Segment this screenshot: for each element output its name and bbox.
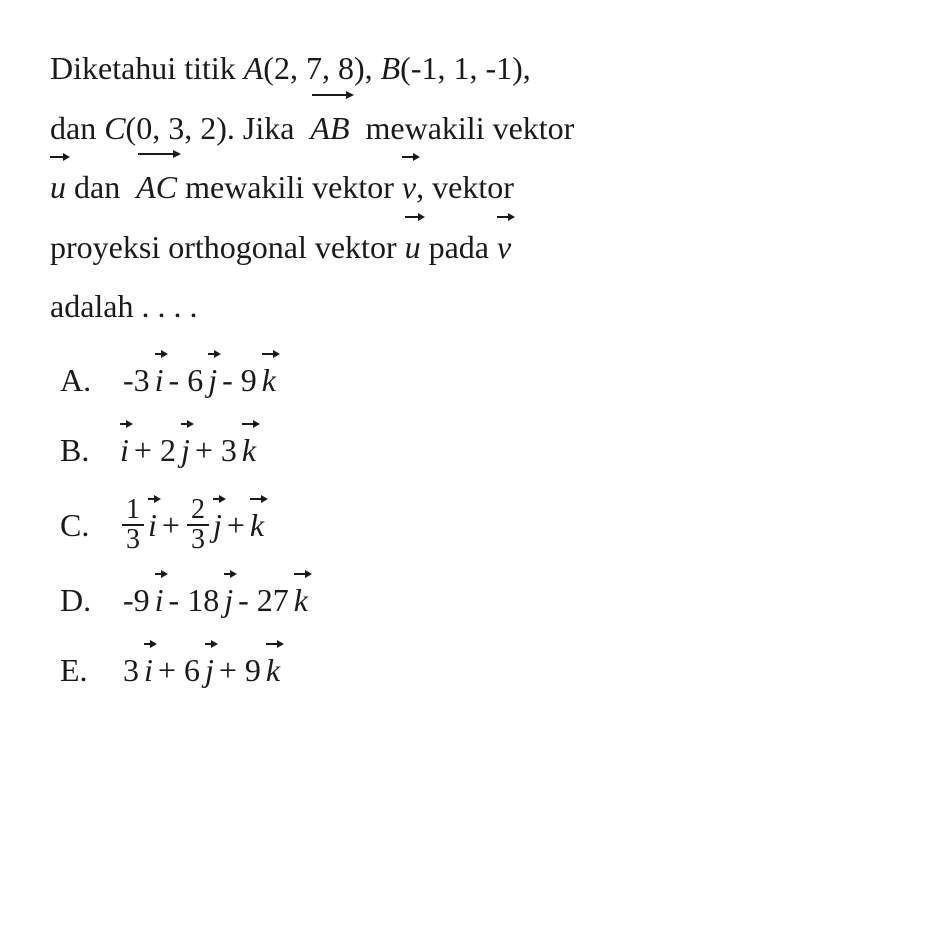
unit-i: i xyxy=(144,646,153,694)
coef: 6 xyxy=(187,356,203,404)
question-line-3: u dan AC mewakili vektor v, vektor xyxy=(50,159,881,217)
op: - xyxy=(222,356,233,404)
point-b-name: B xyxy=(381,50,401,86)
unit-i: i xyxy=(155,356,164,404)
point-b-coords: (-1, 1, -1), xyxy=(400,50,531,86)
text: , vektor xyxy=(416,169,514,205)
coef: -9 xyxy=(123,576,150,624)
unit-k: k xyxy=(262,356,276,404)
coef: 6 xyxy=(184,646,200,694)
coef: 27 xyxy=(257,576,289,624)
option-expression: -3i - 6j - 9k xyxy=(120,356,276,404)
op: - xyxy=(169,356,180,404)
question-line-4: proyeksi orthogonal vektor u pada v xyxy=(50,219,881,277)
question-line-1: Diketahui titik A(2, 7, 8), B(-1, 1, -1)… xyxy=(50,40,881,98)
point-c-name: C xyxy=(104,110,125,146)
coef: 3 xyxy=(221,426,237,474)
denominator: 3 xyxy=(122,524,144,554)
vector-v: v xyxy=(402,159,416,217)
unit-j: j xyxy=(224,576,233,624)
option-b: B. i + 2j + 3k xyxy=(60,426,881,474)
unit-k: k xyxy=(250,501,264,549)
vector-v: v xyxy=(497,219,511,277)
options-list: A. -3i - 6j - 9k B. i + 2j + 3k C. 1 3 i… xyxy=(50,356,881,694)
point-c-coords: (0, 3, 2). Jika xyxy=(126,110,303,146)
vector-u: u xyxy=(50,159,66,217)
question-block: Diketahui titik A(2, 7, 8), B(-1, 1, -1)… xyxy=(50,40,881,336)
option-expression: -9i - 18j - 27k xyxy=(120,576,308,624)
op: - xyxy=(238,576,249,624)
unit-i: i xyxy=(155,576,164,624)
option-label: D. xyxy=(60,576,120,624)
text: dan xyxy=(50,110,104,146)
coef: 18 xyxy=(187,576,219,624)
text: mewakili vektor xyxy=(177,169,402,205)
unit-k: k xyxy=(266,646,280,694)
unit-k: k xyxy=(242,426,256,474)
numerator: 1 xyxy=(122,496,144,524)
op: + xyxy=(195,426,213,474)
coef: -3 xyxy=(123,356,150,404)
coef: 2 xyxy=(160,426,176,474)
text: Diketahui titik xyxy=(50,50,244,86)
point-a-name: A xyxy=(244,50,264,86)
text: proyeksi orthogonal vektor xyxy=(50,229,405,265)
text: adalah . . . . xyxy=(50,288,198,324)
fraction: 1 3 xyxy=(122,496,144,554)
option-label: E. xyxy=(60,646,120,694)
coef: 9 xyxy=(245,646,261,694)
point-a-coords: (2, 7, 8), xyxy=(263,50,380,86)
unit-k: k xyxy=(294,576,308,624)
op: + xyxy=(162,501,180,549)
unit-i: i xyxy=(120,426,129,474)
vector-ac: AC xyxy=(136,159,177,217)
option-a: A. -3i - 6j - 9k xyxy=(60,356,881,404)
question-line-5: adalah . . . . xyxy=(50,278,881,336)
vector-u: u xyxy=(405,219,421,277)
op: + xyxy=(158,646,176,694)
op: - xyxy=(169,576,180,624)
unit-j: j xyxy=(181,426,190,474)
coef: 3 xyxy=(123,646,139,694)
text: pada xyxy=(421,229,497,265)
unit-j: j xyxy=(213,501,222,549)
coef: 9 xyxy=(241,356,257,404)
fraction: 2 3 xyxy=(187,496,209,554)
option-d: D. -9i - 18j - 27k xyxy=(60,576,881,624)
op: + xyxy=(219,646,237,694)
unit-j: j xyxy=(205,646,214,694)
option-expression: i + 2j + 3k xyxy=(120,426,256,474)
text: dan xyxy=(66,169,128,205)
option-e: E. 3i + 6j + 9k xyxy=(60,646,881,694)
unit-j: j xyxy=(208,356,217,404)
option-expression: 1 3 i + 2 3 j + k xyxy=(120,496,264,554)
op: + xyxy=(134,426,152,474)
question-line-2: dan C(0, 3, 2). Jika AB mewakili vektor xyxy=(50,100,881,158)
option-label: A. xyxy=(60,356,120,404)
op: + xyxy=(227,501,245,549)
option-label: B. xyxy=(60,426,120,474)
text: mewakili vektor xyxy=(358,110,575,146)
option-expression: 3i + 6j + 9k xyxy=(120,646,280,694)
option-c: C. 1 3 i + 2 3 j + k xyxy=(60,496,881,554)
vector-ab: AB xyxy=(310,100,349,158)
unit-i: i xyxy=(148,501,157,549)
option-label: C. xyxy=(60,501,120,549)
numerator: 2 xyxy=(187,496,209,524)
denominator: 3 xyxy=(187,524,209,554)
